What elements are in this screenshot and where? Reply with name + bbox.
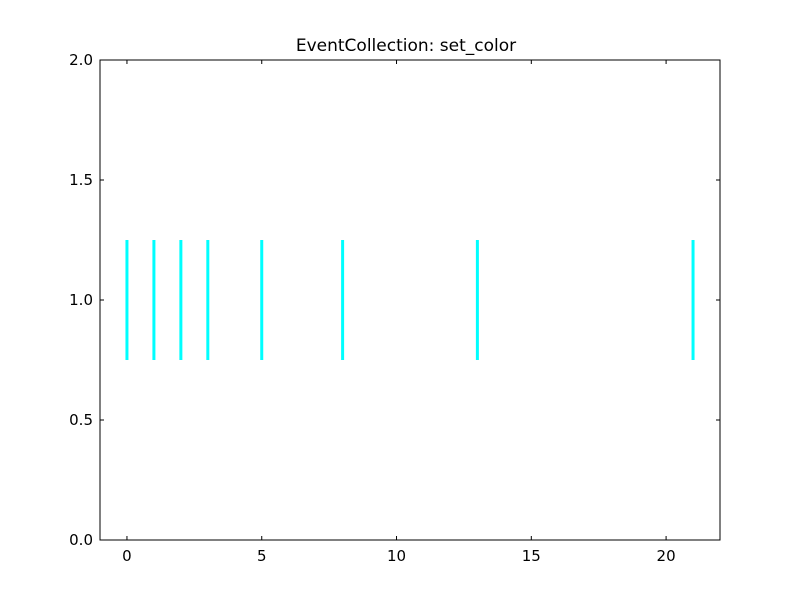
chart-title: EventCollection: set_color bbox=[296, 36, 516, 56]
y-tick-label: 1.5 bbox=[69, 171, 93, 189]
x-tick-label: 10 bbox=[387, 547, 406, 565]
x-tick-label: 20 bbox=[657, 547, 676, 565]
ticks-layer: 0 5 10 15 20 0.0 0.5 1.0 1.5 2.0 bbox=[69, 51, 720, 565]
x-tick-label: 15 bbox=[522, 547, 541, 565]
y-tick-label: 1.0 bbox=[69, 291, 93, 309]
x-tick-label: 0 bbox=[122, 547, 132, 565]
y-tick-label: 0.0 bbox=[69, 531, 93, 549]
events-layer bbox=[125, 240, 695, 360]
y-tick-label: 2.0 bbox=[69, 51, 93, 69]
x-tick-label: 5 bbox=[257, 547, 267, 565]
y-tick-label: 0.5 bbox=[69, 411, 93, 429]
plot-frame bbox=[99, 59, 721, 541]
